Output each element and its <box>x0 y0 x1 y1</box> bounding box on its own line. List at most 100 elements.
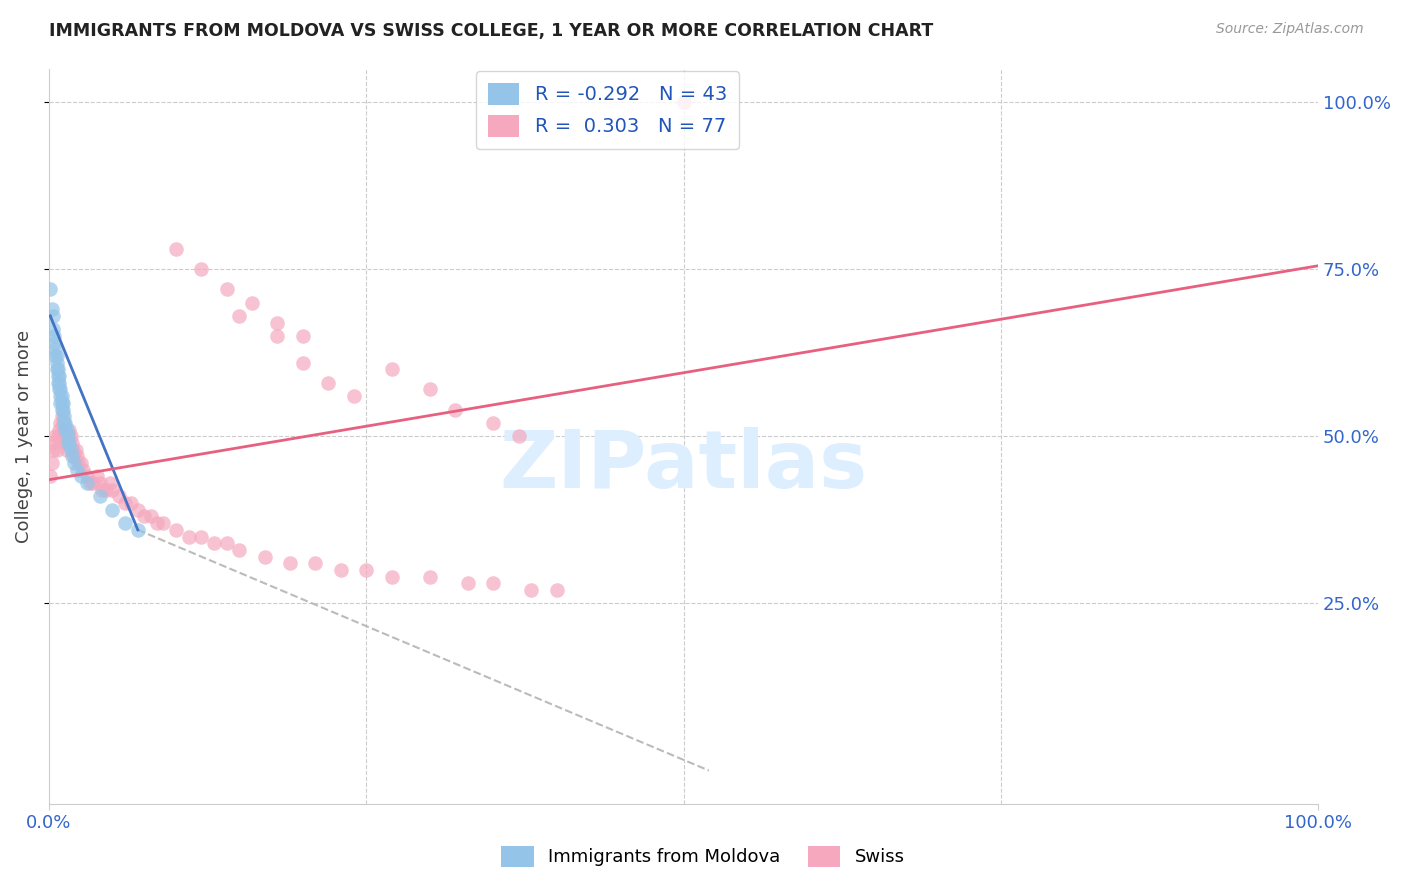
Point <box>56 429 79 443</box>
Point <box>63 456 86 470</box>
Point <box>46 369 69 384</box>
Point <box>69 469 91 483</box>
Point <box>190 262 212 277</box>
Point <box>42 309 65 323</box>
Point <box>56 436 79 450</box>
Point <box>356 563 378 577</box>
Point <box>51 389 73 403</box>
Point <box>55 423 77 437</box>
Point <box>134 509 156 524</box>
Point <box>79 476 101 491</box>
Point <box>114 516 136 531</box>
Point <box>53 423 76 437</box>
Point <box>266 316 288 330</box>
Point <box>457 576 479 591</box>
Point <box>146 516 169 531</box>
Point <box>52 402 75 417</box>
Point <box>55 442 77 457</box>
Point <box>419 383 441 397</box>
Point <box>46 376 69 390</box>
Point <box>165 242 187 256</box>
Point <box>41 302 63 317</box>
Point <box>94 483 117 497</box>
Point <box>45 349 67 363</box>
Point <box>42 335 65 350</box>
Point <box>49 416 72 430</box>
Point <box>520 582 543 597</box>
Point <box>114 496 136 510</box>
Point <box>44 343 66 357</box>
Point <box>52 396 75 410</box>
Point <box>76 476 98 491</box>
Point <box>67 456 90 470</box>
Point <box>98 476 121 491</box>
Point <box>65 442 87 457</box>
Text: IMMIGRANTS FROM MOLDOVA VS SWISS COLLEGE, 1 YEAR OR MORE CORRELATION CHART: IMMIGRANTS FROM MOLDOVA VS SWISS COLLEGE… <box>49 22 934 40</box>
Point <box>42 436 65 450</box>
Point <box>89 490 111 504</box>
Point <box>329 563 352 577</box>
Point <box>58 423 80 437</box>
Point <box>51 396 73 410</box>
Point <box>304 556 326 570</box>
Point <box>42 442 65 457</box>
Point <box>45 356 67 370</box>
Point <box>44 429 66 443</box>
Point <box>215 536 238 550</box>
Point <box>63 450 86 464</box>
Point <box>49 396 72 410</box>
Point <box>165 523 187 537</box>
Text: Source: ZipAtlas.com: Source: ZipAtlas.com <box>1216 22 1364 37</box>
Point <box>46 429 69 443</box>
Point <box>253 549 276 564</box>
Point <box>127 523 149 537</box>
Point <box>42 322 65 336</box>
Point <box>89 476 111 491</box>
Point <box>266 329 288 343</box>
Point <box>101 503 124 517</box>
Y-axis label: College, 1 year or more: College, 1 year or more <box>15 330 32 543</box>
Point <box>101 483 124 497</box>
Point <box>51 409 73 424</box>
Point <box>202 536 225 550</box>
Point <box>91 483 114 497</box>
Point <box>49 383 72 397</box>
Point <box>55 423 77 437</box>
Point <box>121 496 143 510</box>
Point <box>86 469 108 483</box>
Point <box>52 416 75 430</box>
Point <box>45 442 67 457</box>
Point <box>48 376 70 390</box>
Point <box>48 369 70 384</box>
Point <box>41 456 63 470</box>
Point <box>39 469 62 483</box>
Point <box>51 402 73 417</box>
Legend: Immigrants from Moldova, Swiss: Immigrants from Moldova, Swiss <box>494 838 912 874</box>
Point <box>53 416 76 430</box>
Point <box>228 542 250 557</box>
Point <box>228 309 250 323</box>
Point <box>42 329 65 343</box>
Point <box>190 530 212 544</box>
Point <box>381 569 404 583</box>
Point <box>62 442 84 457</box>
Point <box>508 429 530 443</box>
Point <box>139 509 162 524</box>
Point <box>316 376 339 390</box>
Point <box>59 429 82 443</box>
Point <box>82 476 104 491</box>
Point <box>39 282 62 296</box>
Point <box>107 490 129 504</box>
Point <box>53 429 76 443</box>
Point <box>482 576 505 591</box>
Point <box>58 436 80 450</box>
Point <box>482 416 505 430</box>
Point <box>59 442 82 457</box>
Point <box>53 409 76 424</box>
Point <box>381 362 404 376</box>
Point <box>240 295 263 310</box>
Point <box>45 362 67 376</box>
Point <box>48 383 70 397</box>
Point <box>56 429 79 443</box>
Legend: R = -0.292   N = 43, R =  0.303   N = 77: R = -0.292 N = 43, R = 0.303 N = 77 <box>477 70 738 149</box>
